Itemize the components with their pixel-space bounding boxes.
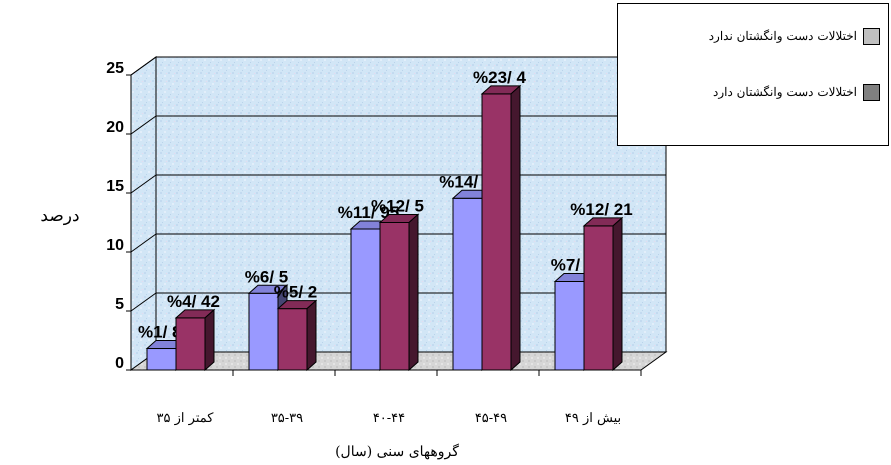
gridline-side <box>130 292 157 312</box>
bar-side <box>306 299 317 372</box>
bar-disorder <box>379 222 410 371</box>
bar-side <box>204 308 215 372</box>
y-tick-label: 5 <box>115 296 124 313</box>
bar-disorder <box>481 93 512 371</box>
bar-disorder <box>175 317 206 371</box>
y-tick-label: 0 <box>115 355 124 372</box>
bar-disorder <box>277 308 308 371</box>
x-category-label: ۳۵-۳۹ <box>271 411 303 426</box>
y-tick-label: 25 <box>106 60 124 77</box>
data-label: %23/ 4 <box>473 68 526 87</box>
x-category-label: ۴۵-۴۹ <box>475 411 507 426</box>
legend-label-disorder: اختلالات دست وانگشتان دارد <box>712 85 857 99</box>
legend-label-no-disorder: اختلالات دست وانگشتان ندارد <box>708 29 857 43</box>
gridline-side <box>130 56 157 76</box>
bar-no-disorder <box>350 228 381 371</box>
y-tick-label: 20 <box>106 119 124 136</box>
data-label: %11/ 95 <box>338 203 399 222</box>
x-category-label: بیش از ۴۹ <box>565 411 621 426</box>
x-category-label: کمتر از ۳۵ <box>157 411 215 426</box>
x-axis-label: گروههای سنی (سال) <box>335 443 459 460</box>
bar-side <box>612 216 623 372</box>
gridline-side <box>130 233 157 253</box>
bar-no-disorder <box>554 281 585 371</box>
bar-no-disorder <box>146 348 177 371</box>
legend-swatch-no-disorder <box>863 27 880 45</box>
data-label: %12/ 21 <box>570 200 632 219</box>
x-category-label: ۴۰-۴۴ <box>373 411 405 426</box>
bar-disorder <box>583 225 614 371</box>
legend-item-no-disorder: اختلالات دست وانگشتان ندارد <box>626 26 884 46</box>
legend: اختلالات دست وانگشتان ندارد اختلالات دست… <box>617 3 889 146</box>
legend-swatch-disorder <box>863 83 880 101</box>
data-label: %5/ 2 <box>274 283 317 302</box>
bar-side <box>510 84 521 372</box>
data-label: %6/ 5 <box>245 267 288 286</box>
bar-no-disorder <box>452 197 483 371</box>
data-label: %7/ 5 <box>551 256 594 275</box>
y-axis-label: درصد <box>40 206 79 226</box>
gridline-side <box>130 174 157 194</box>
bar-side <box>408 213 419 372</box>
gridline-side <box>130 115 157 135</box>
data-label: %12/ 5 <box>371 197 424 216</box>
y-tick-label: 10 <box>106 237 124 254</box>
legend-item-disorder: اختلالات دست وانگشتان دارد <box>626 82 884 102</box>
y-tick-label: 15 <box>106 178 124 195</box>
bar-no-disorder <box>248 292 279 371</box>
data-label: %4/ 42 <box>167 292 220 311</box>
